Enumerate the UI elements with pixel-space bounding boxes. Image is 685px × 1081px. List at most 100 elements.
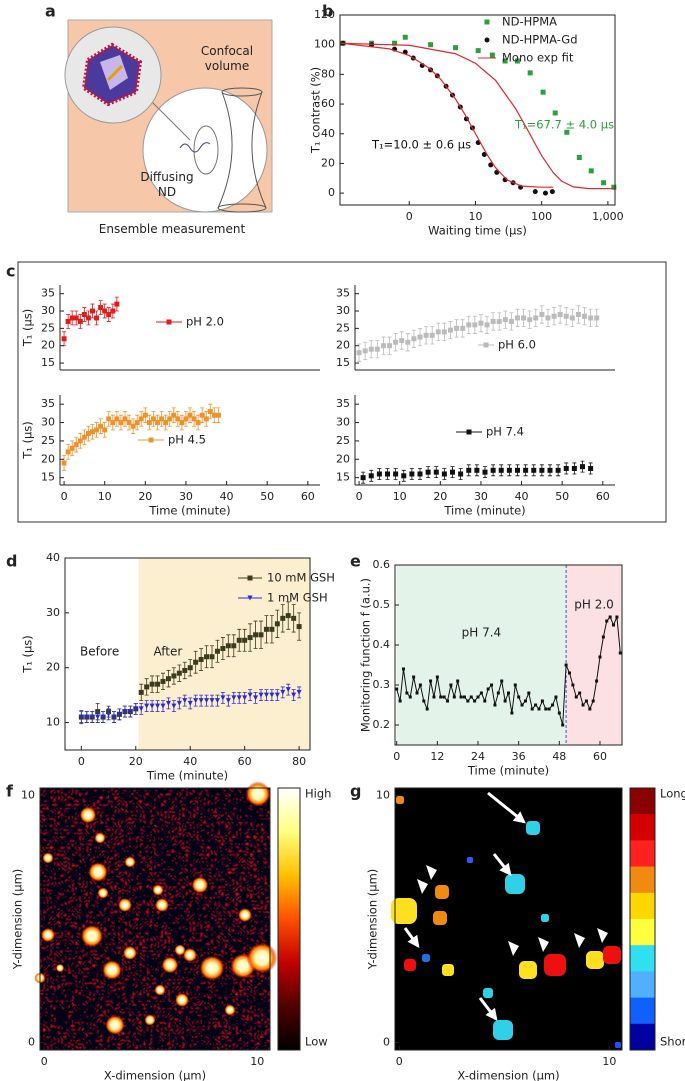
x-tick-label: 20	[138, 490, 152, 503]
marker	[167, 416, 173, 422]
y-tick-label: 0.6	[373, 558, 391, 571]
marker	[204, 698, 210, 704]
marker	[549, 189, 555, 195]
fit-line	[339, 42, 554, 188]
marker	[481, 152, 487, 158]
marker	[496, 691, 500, 695]
marker	[490, 683, 494, 687]
x-tick-label: 48	[552, 750, 566, 763]
marker	[582, 313, 588, 319]
marker	[417, 334, 423, 340]
bright-spot	[55, 963, 65, 973]
marker	[61, 336, 67, 342]
marker	[578, 691, 582, 695]
marker	[133, 706, 139, 712]
marker	[195, 420, 201, 426]
marker	[454, 325, 460, 331]
marker	[527, 691, 531, 695]
x-tick-label: 0	[356, 490, 363, 503]
nd-defect	[106, 64, 124, 82]
x-tick-label: 10	[250, 1055, 264, 1068]
marker	[569, 315, 575, 321]
marker	[479, 691, 483, 695]
marker	[90, 308, 95, 314]
marker	[111, 714, 117, 720]
marker	[447, 327, 453, 333]
marker	[98, 423, 104, 429]
marker	[527, 70, 533, 76]
marker	[242, 695, 248, 701]
spot	[505, 874, 525, 894]
marker	[146, 420, 152, 426]
marker	[69, 445, 75, 451]
marker	[118, 420, 124, 426]
marker	[474, 467, 480, 473]
marker	[360, 475, 366, 481]
panel-letter: c	[6, 262, 15, 281]
marker	[486, 687, 490, 691]
marker	[280, 615, 286, 621]
marker	[126, 420, 132, 426]
legend-label: pH 6.0	[498, 338, 536, 352]
marker	[171, 673, 177, 679]
y-tick-label: 20	[41, 452, 55, 465]
marker	[564, 129, 570, 135]
marker	[122, 416, 128, 422]
x-tick-label: 60	[301, 490, 315, 503]
marker	[425, 469, 431, 475]
marker	[95, 714, 101, 720]
marker	[552, 110, 558, 116]
marker	[584, 699, 588, 703]
marker	[555, 467, 561, 473]
marker	[408, 695, 412, 699]
arrow	[487, 791, 526, 824]
marker	[236, 695, 242, 701]
x-axis-label: Time (minute)	[148, 504, 230, 518]
spot	[586, 951, 604, 969]
marker	[204, 654, 210, 660]
marker	[209, 654, 215, 660]
bright-spot	[41, 928, 55, 942]
marker	[458, 471, 464, 477]
bright-spot	[175, 993, 189, 1007]
marker	[561, 723, 565, 727]
marker	[575, 311, 581, 317]
spot	[391, 898, 417, 924]
y-axis-label: T₁ (μs)	[21, 635, 35, 674]
marker	[574, 695, 578, 699]
marker	[540, 699, 544, 703]
y-tick-label: 10	[46, 716, 60, 729]
marker	[291, 692, 297, 698]
marker	[493, 703, 497, 707]
marker	[171, 412, 177, 418]
colorbar-label: Long	[660, 787, 685, 801]
bright-spot	[183, 948, 197, 962]
x-tick-label: 40	[515, 490, 529, 503]
marker	[89, 714, 95, 720]
colorbar-label: Short	[660, 1035, 685, 1049]
marker	[527, 317, 533, 323]
plot-frame	[39, 787, 271, 1051]
arrowhead	[508, 941, 519, 956]
marker	[490, 318, 496, 324]
marker	[422, 699, 426, 703]
marker	[94, 427, 100, 433]
y-tick-label: 20	[321, 156, 335, 169]
marker	[401, 667, 405, 671]
legend-label: ND-HPMA-Gd	[502, 33, 578, 47]
marker	[247, 692, 253, 698]
marker	[598, 655, 602, 659]
y-tick-label: 120	[314, 8, 335, 21]
marker	[417, 471, 423, 477]
x-axis-label: X-dimension (μm)	[104, 1069, 206, 1081]
region-label: Before	[80, 645, 119, 659]
colorbar-step	[630, 866, 655, 894]
y-tick-label: 15	[336, 471, 350, 484]
marker	[532, 189, 538, 195]
bright-spot	[79, 806, 97, 824]
marker	[258, 692, 264, 698]
bright-spot	[94, 832, 106, 844]
colorbar-step	[630, 997, 655, 1025]
marker	[73, 315, 79, 321]
spot	[603, 946, 621, 964]
